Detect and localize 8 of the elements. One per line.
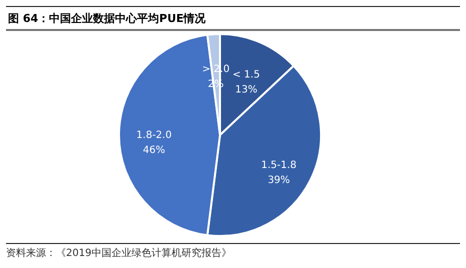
data-label: 13% — [235, 84, 258, 96]
slice-label: 1.8-2.0 — [136, 130, 172, 141]
slice-label: 1.5-1.8 — [261, 160, 297, 171]
chart-title: 图 64：中国企业数据中心平均PUE情况 — [6, 6, 460, 31]
slice-label: < 1.5 — [232, 69, 260, 80]
data-label: 46% — [142, 145, 166, 156]
text: 资料来源：《2019中国企业绿色计算机研究报告》 — [6, 243, 460, 260]
data-label: 39% — [268, 174, 290, 186]
